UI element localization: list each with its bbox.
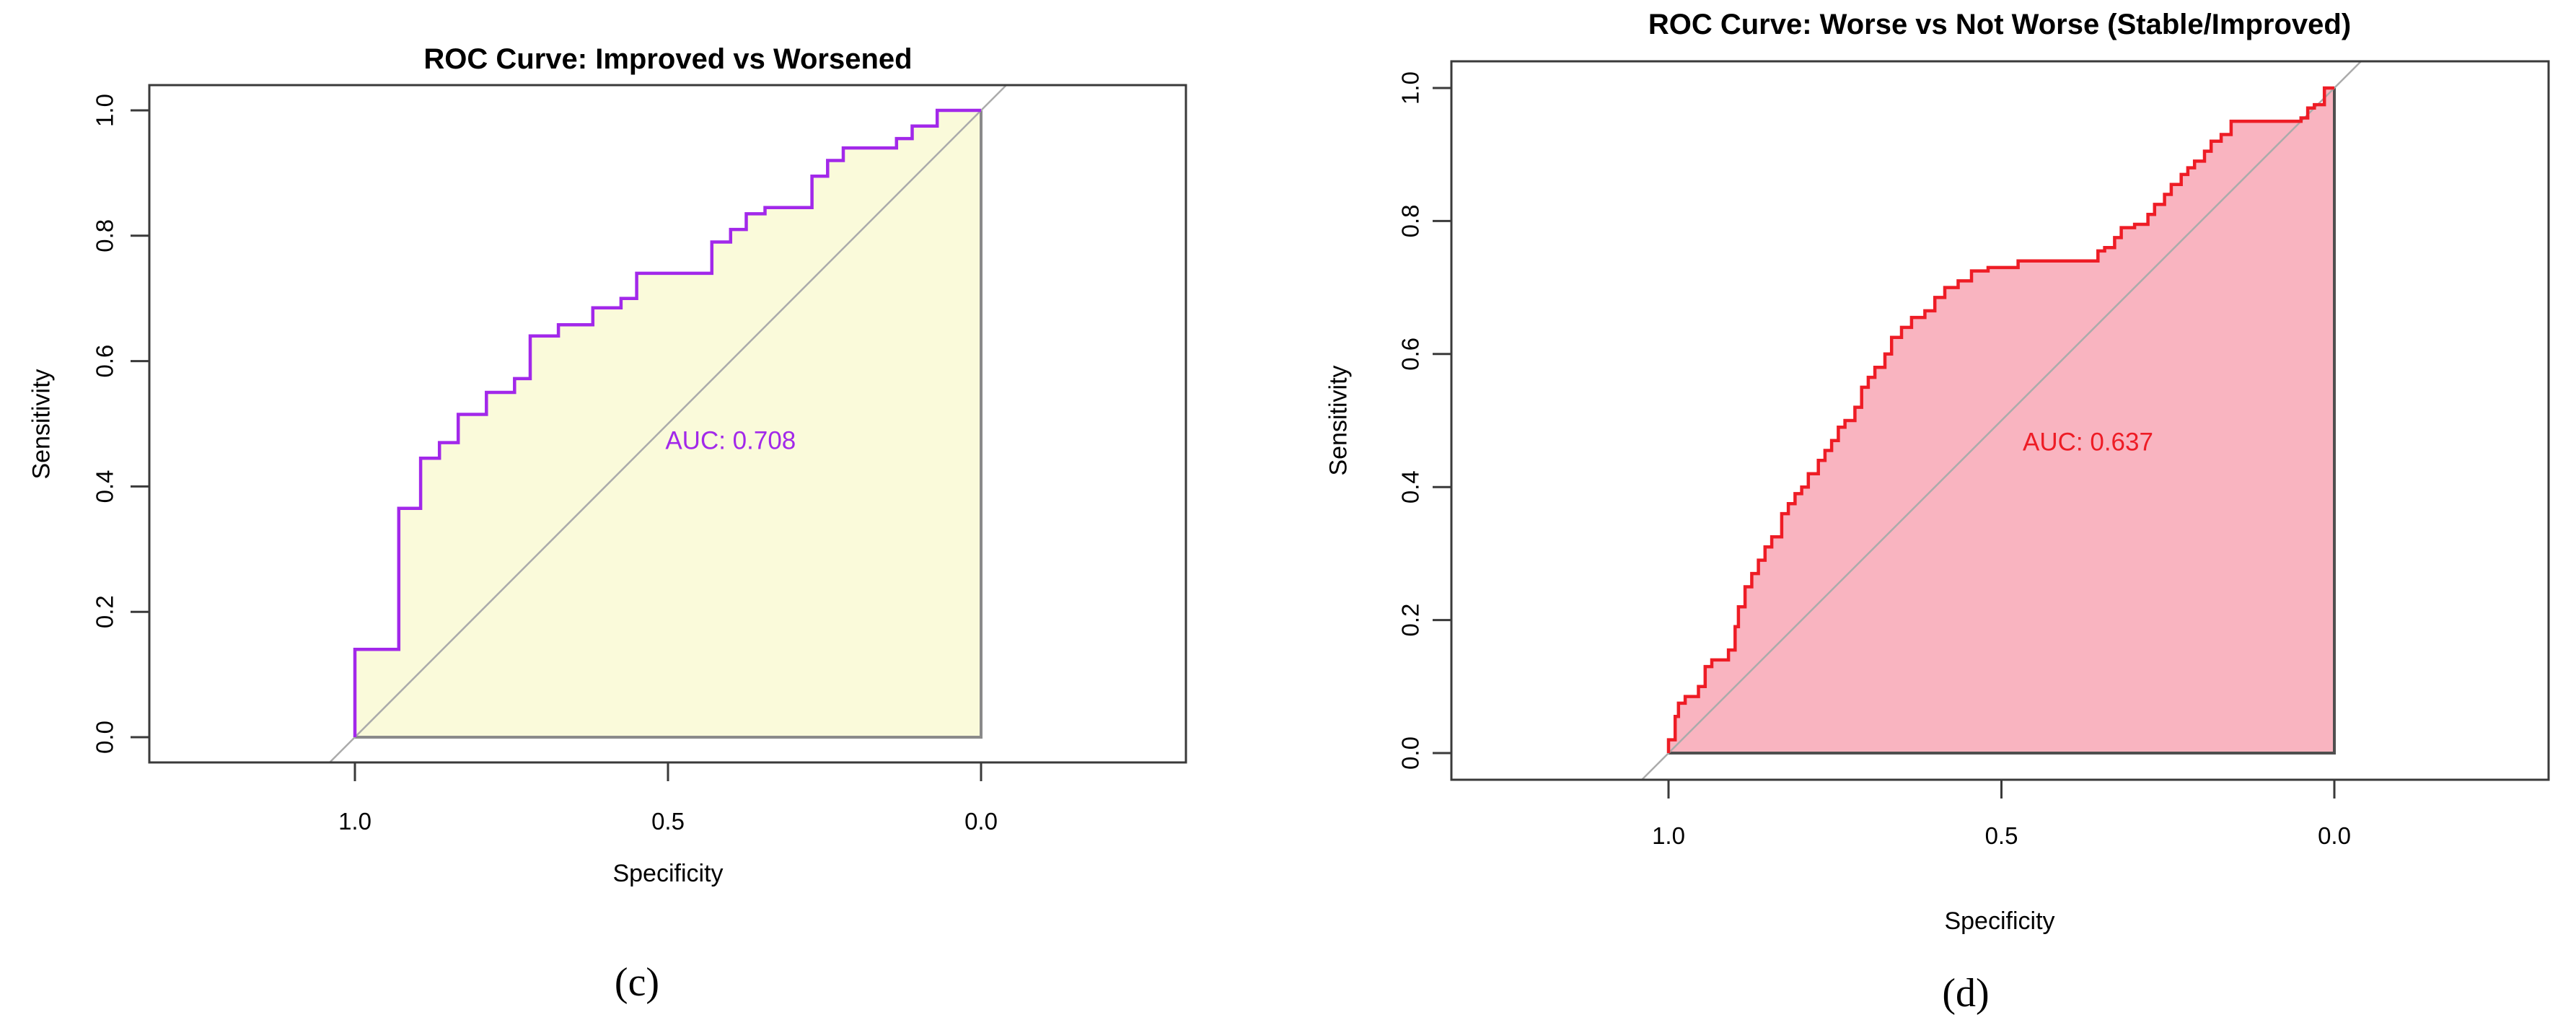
x-tick-label: 0.5 <box>651 808 685 835</box>
auc-annotation: AUC: 0.708 <box>665 426 796 454</box>
y-tick-label: 0.2 <box>92 595 118 628</box>
auc-area-border <box>1669 88 2336 755</box>
chart-title-c: ROC Curve: Improved vs Worsened <box>423 43 913 75</box>
x-tick-label: 1.0 <box>338 808 372 835</box>
y-tick-label: 0.6 <box>1397 338 1424 371</box>
roc-panel-d: ROC Curve: Worse vs Not Worse (Stable/Im… <box>1288 0 2576 1025</box>
y-tick-label: 0.8 <box>92 219 118 252</box>
panel-caption-d: (d) <box>1942 971 1990 1016</box>
y-tick-label: 1.0 <box>1397 71 1424 105</box>
y-tick-label: 0.6 <box>92 345 118 378</box>
diagonal-reference-line <box>1641 61 2362 780</box>
x-tick-label: 0.5 <box>1985 822 2018 849</box>
chart-title-d: ROC Curve: Worse vs Not Worse (Stable/Im… <box>1648 9 2352 40</box>
roc-chart-c: 0.0 0.2 0.4 0.6 0.8 1.0 1.0 0.5 0.0 AUC: 0.708 <box>92 84 1187 835</box>
y-tick-label: 0.4 <box>1397 470 1424 503</box>
y-tick-label: 0.4 <box>92 470 118 503</box>
plot-box <box>1450 60 2550 781</box>
roc-curve <box>1666 86 2334 753</box>
x-axis-label-d: Specificity <box>1944 907 2055 935</box>
panel-caption-c: (c) <box>614 960 660 1005</box>
auc-area-border <box>355 110 983 739</box>
x-axis-label-c: Specificity <box>612 860 724 887</box>
roc-chart-d: 0.0 0.2 0.4 0.6 0.8 1.0 1.0 0.5 0.0 AUC: 0.637 <box>1397 60 2550 849</box>
y-tick-label: 0.8 <box>1397 204 1424 237</box>
y-tick-label: 0.0 <box>92 721 118 754</box>
x-tick-label: 1.0 <box>1652 822 1685 849</box>
roc-curve <box>353 108 981 737</box>
y-tick-label: 1.0 <box>92 94 118 127</box>
x-tick-label: 0.0 <box>964 808 998 835</box>
y-tick-label: 0.0 <box>1397 736 1424 770</box>
roc-panel-c: ROC Curve: Improved vs Worsened Sensitiv… <box>28 43 1187 1005</box>
diagonal-reference-line <box>329 84 1007 763</box>
x-tick-label: 0.0 <box>2318 822 2351 849</box>
y-tick-label: 0.2 <box>1397 604 1424 637</box>
auc-annotation: AUC: 0.637 <box>2023 428 2153 456</box>
